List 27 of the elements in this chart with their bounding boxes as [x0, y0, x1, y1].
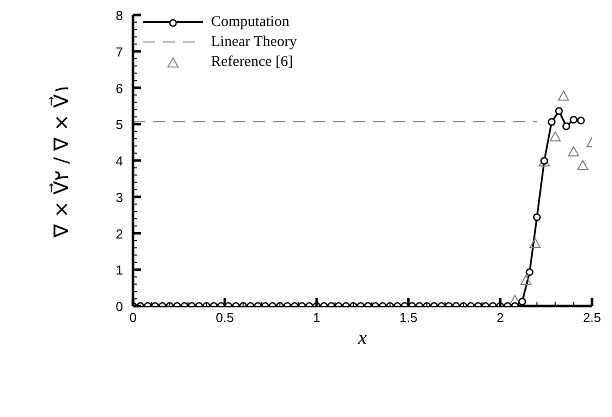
- y-tick-label: 0: [116, 299, 123, 314]
- point: [550, 131, 561, 142]
- point: [558, 90, 570, 101]
- x-axis-title: x: [357, 327, 368, 349]
- y-tick-label: 8: [116, 8, 123, 23]
- y-tick-label: 3: [116, 190, 123, 205]
- x-tick-label: 0: [129, 310, 137, 325]
- y-axis-title: ∇ × V⃗۲ / ∇ × V⃗۱: [48, 83, 73, 239]
- x-tick-label: 1.5: [399, 310, 418, 325]
- legend-label: Linear Theory: [211, 34, 297, 50]
- point: [520, 274, 532, 286]
- x-tick-label: 1: [312, 310, 320, 325]
- y-tick-label: 1: [116, 262, 123, 278]
- y-tick-label: 2: [116, 226, 123, 242]
- point: [568, 146, 580, 156]
- legend-label: Reference [6]: [211, 54, 294, 70]
- x-tick-label: 2: [496, 310, 504, 325]
- y-tick-label: 4: [116, 154, 123, 168]
- point: [509, 294, 520, 306]
- point: [577, 160, 588, 170]
- y-tick-label: 7: [116, 44, 123, 60]
- y-tick-label: 5: [116, 117, 123, 132]
- y-tick-label: 6: [116, 80, 123, 96]
- x-tick-label: 2.5: [582, 310, 602, 325]
- point: [530, 238, 541, 248]
- legend-label: Computation: [211, 14, 290, 30]
- x-tick-label: 0.5: [216, 310, 234, 325]
